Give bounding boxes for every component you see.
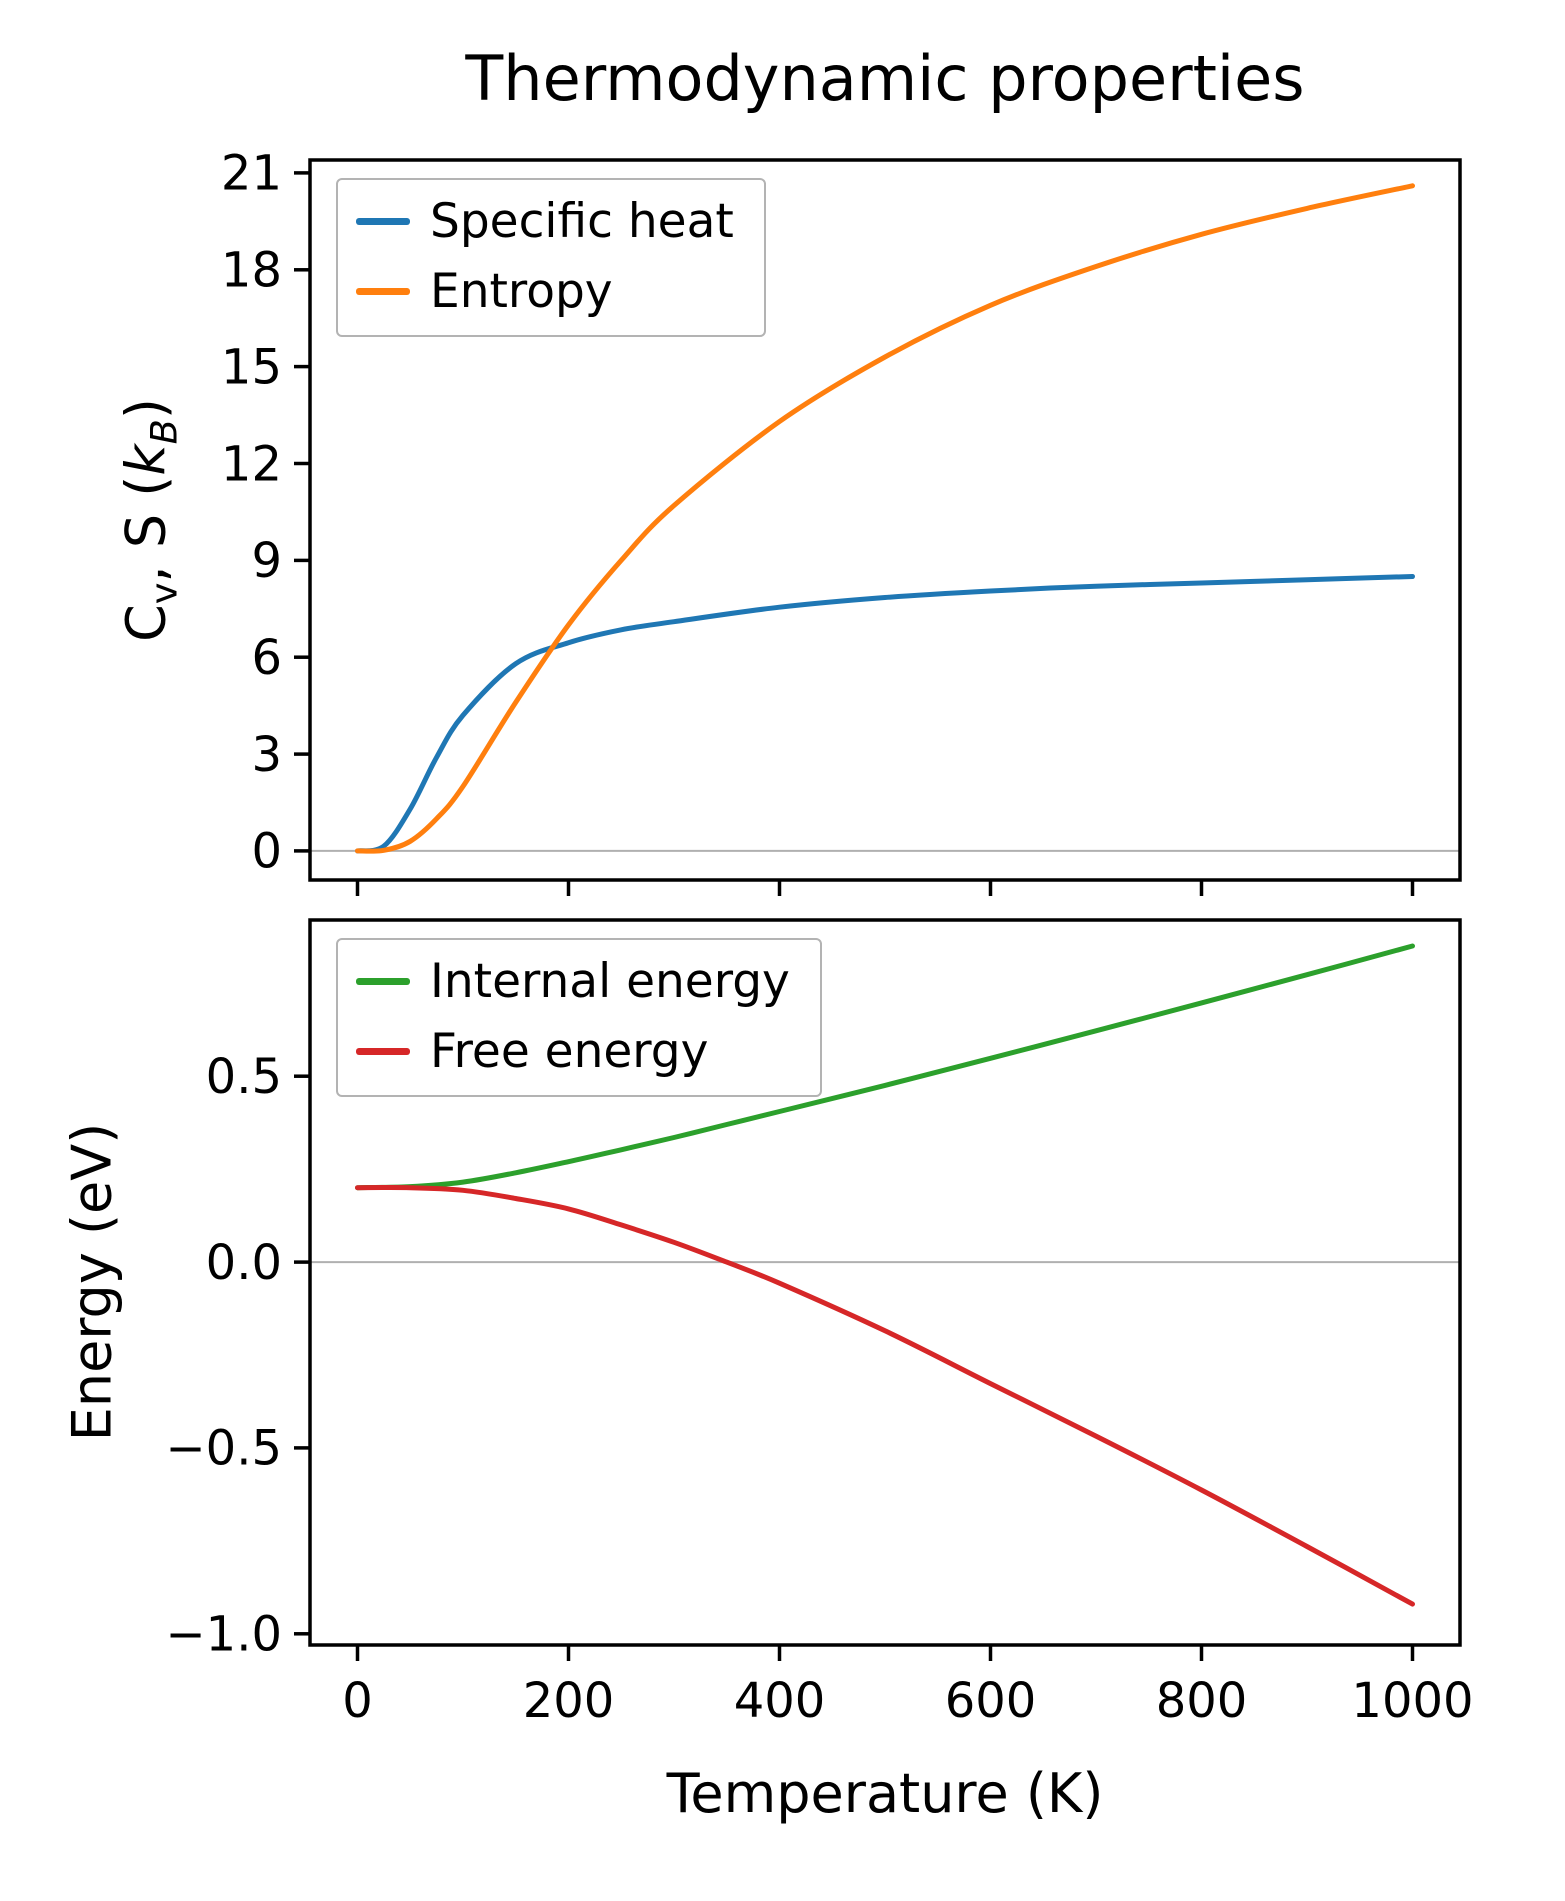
legend-label-free-energy: Free energy [430,1023,709,1079]
internal-energy-line-swatch [356,978,410,986]
legend-top: Specific heat Entropy [336,178,766,338]
series-line-free-energy [355,1185,1415,1607]
x-tick-label: 600 [945,1673,1037,1729]
legend-item-entropy: Entropy [356,263,734,319]
y-tick-label: 18 [221,243,282,299]
x-tick-label: 800 [1156,1673,1248,1729]
legend-item-internal-energy: Internal energy [356,956,790,1008]
x-axis-label: Temperature (K) [666,1762,1104,1825]
entropy-line-swatch [356,288,410,296]
series-line-internal-energy [355,943,1415,1191]
axes-frame [308,158,1462,882]
x-tick-label: 1000 [1351,1673,1473,1729]
axes-frame [308,918,1462,1647]
y-tick-label: −1.0 [165,1607,282,1663]
legend-item-free-energy: Free energy [356,1023,790,1079]
y-tick-label: 0 [251,824,282,880]
legend-label-specific-heat: Specific heat [430,194,734,249]
legend-bottom: Internal energy Free energy [336,938,822,1098]
subplot-1: −1.0 −0.5 0.0 0.5 0 200 400 600 800 1000 [165,918,1474,1729]
legend-label-entropy: Entropy [430,263,613,319]
subplot-0: 0 3 6 9 12 15 18 21 [221,146,1462,896]
y-tick-label: 0.0 [206,1235,282,1291]
y-tick-label: 21 [221,146,282,202]
y-tick-label: 15 [221,339,282,395]
x-tick-label: 400 [734,1673,826,1729]
figure-title: Thermodynamic properties [465,42,1305,115]
y-tick-label: −0.5 [165,1421,282,1477]
y-tick-label: 12 [221,436,282,492]
free-energy-line-swatch [356,1048,410,1056]
y-tick-label: 0.5 [206,1049,282,1105]
y-tick-label: 6 [251,630,282,686]
x-tick-label: 200 [523,1673,615,1729]
specific-heat-line-swatch [356,218,410,226]
y-tick-label: 3 [251,727,282,783]
series-line-entropy [355,183,1415,854]
legend-label-internal-energy: Internal energy [430,954,790,1009]
legend-item-specific-heat: Specific heat [356,196,734,248]
series-line-specific-heat [355,574,1415,854]
x-tick-label: 0 [342,1673,373,1729]
y-tick-label: 9 [251,533,282,589]
